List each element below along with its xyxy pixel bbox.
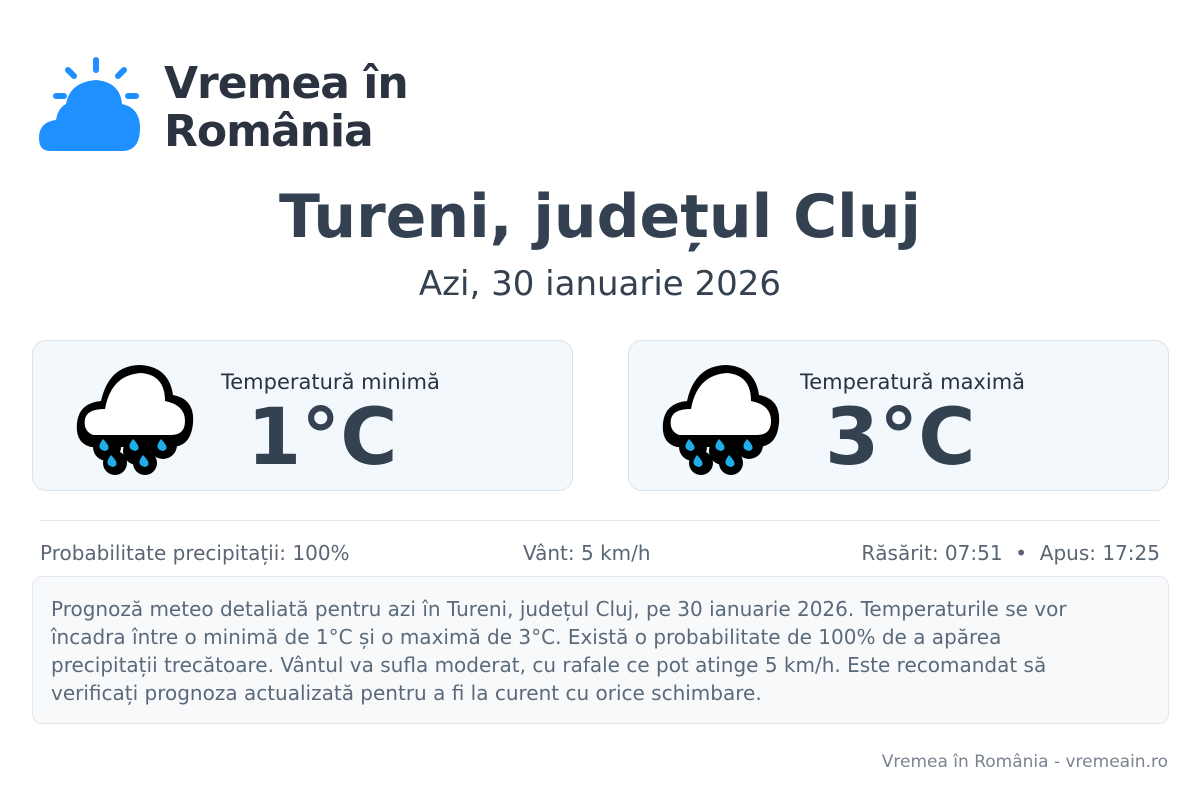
divider bbox=[40, 520, 1160, 521]
max-temp-card: Temperatură maximă 3°C bbox=[628, 340, 1169, 491]
footer-credit[interactable]: Vremea în România - vremeain.ro bbox=[881, 752, 1168, 772]
rain-cloud-icon bbox=[76, 365, 194, 475]
rain-cloud-icon bbox=[662, 365, 780, 475]
precipitation-stat: Probabilitate precipitații: 100% bbox=[40, 541, 350, 565]
site-logo[interactable]: Vremea în România bbox=[36, 56, 409, 156]
min-temp-label: Temperatură minimă bbox=[221, 370, 440, 394]
sun-cloud-logo-icon bbox=[39, 57, 140, 151]
wind-stat: Vânt: 5 km/h bbox=[523, 541, 651, 565]
min-temp-value: 1°C bbox=[247, 393, 398, 483]
logo-line1: Vremea în bbox=[164, 58, 409, 109]
date-subtitle: Azi, 30 ianuarie 2026 bbox=[418, 264, 782, 304]
sun-times-stat: Răsărit: 07:51 • Apus: 17:25 bbox=[861, 541, 1160, 565]
logo-line2: România bbox=[164, 106, 374, 157]
page-title: Tureni, județul Cluj bbox=[279, 182, 921, 252]
max-temp-value: 3°C bbox=[825, 393, 976, 483]
min-temp-card: Temperatură minimă 1°C bbox=[32, 340, 573, 491]
forecast-description: Prognoză meteo detaliată pentru azi în T… bbox=[32, 576, 1169, 724]
max-temp-label: Temperatură maximă bbox=[800, 370, 1026, 394]
